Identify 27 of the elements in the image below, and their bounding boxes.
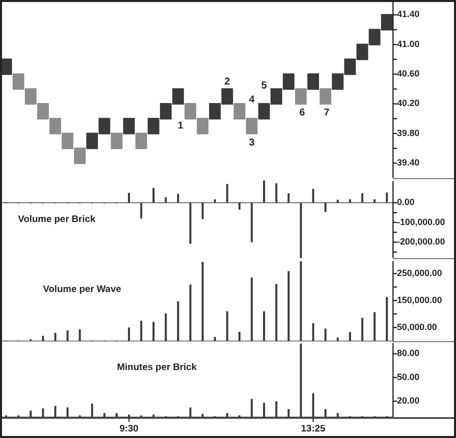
text: Volume per Wave [43,284,122,295]
y-tick-label: 20.00 [397,396,420,406]
y-tick-label: 41.40 [397,9,420,20]
annotation: 1 [178,120,184,132]
y-tick-label: 39.80 [397,128,420,138]
y-tick-label: 150,000.00 [397,294,442,305]
y-tick-label: 80.00 [397,348,420,358]
annotation: 2 [224,76,230,88]
y-tick-label: 50,000.00 [397,322,438,332]
annotation: 4 [248,94,255,106]
y-tick-label: 40.60 [397,68,420,79]
annotation: 3 [248,138,255,149]
text: Volume per Brick [18,214,96,225]
x-tick-label: 9:30 [119,424,138,435]
annotation: 5 [261,80,268,92]
annotation: 7 [324,108,330,119]
y-tick-label: -100,000.00 [397,216,446,227]
y-tick-label: 40.20 [397,98,420,108]
y-tick-label: -200,000.00 [397,236,446,247]
text: Minutes per Brick [117,362,198,373]
y-tick-label: 0.00 [397,197,415,208]
annotation: 6 [299,108,306,119]
y-tick-label: 50.00 [397,372,420,382]
y-tick-label: 39.40 [397,158,420,168]
x-tick-label: 13:25 [301,424,326,435]
y-tick-label: 41.00 [397,38,420,49]
y-tick-label: 250,000.00 [397,268,442,278]
